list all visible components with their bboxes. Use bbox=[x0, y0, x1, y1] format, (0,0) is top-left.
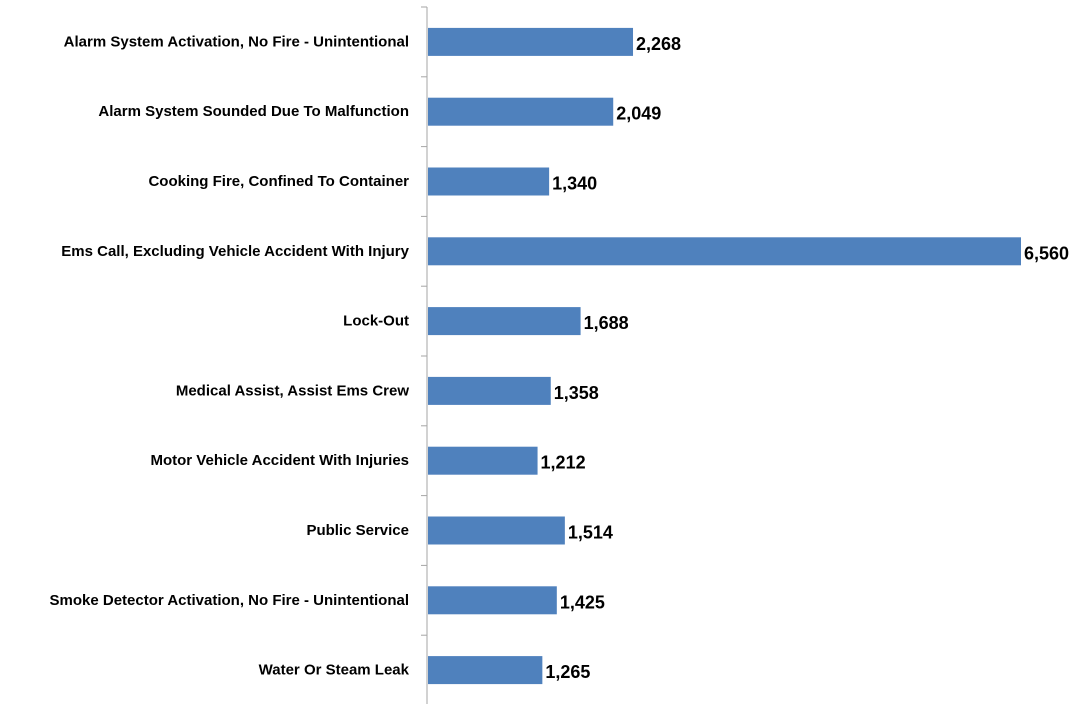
category-label: Water Or Steam Leak bbox=[259, 662, 410, 679]
category-label: Public Service bbox=[306, 522, 409, 539]
bar bbox=[428, 586, 557, 615]
category-label: Ems Call, Excluding Vehicle Accident Wit… bbox=[61, 243, 409, 260]
data-label: 1,358 bbox=[554, 383, 599, 403]
category-label: Alarm System Sounded Due To Malfunction bbox=[98, 103, 409, 120]
data-label: 1,514 bbox=[568, 523, 613, 543]
category-label: Smoke Detector Activation, No Fire - Uni… bbox=[50, 592, 410, 609]
bar bbox=[428, 516, 565, 545]
data-label: 1,340 bbox=[552, 174, 597, 194]
category-label: Motor Vehicle Accident With Injuries bbox=[150, 452, 409, 469]
bar bbox=[428, 237, 1021, 266]
bar bbox=[428, 97, 614, 126]
bar bbox=[428, 307, 581, 336]
data-label: 1,425 bbox=[560, 592, 605, 612]
data-label: 2,049 bbox=[616, 104, 661, 124]
data-label: 1,212 bbox=[541, 453, 586, 473]
bar bbox=[428, 376, 551, 405]
data-label: 1,688 bbox=[584, 313, 629, 333]
data-label: 6,560 bbox=[1024, 243, 1069, 263]
bar bbox=[428, 167, 550, 196]
data-label: 1,265 bbox=[545, 662, 590, 682]
category-label: Cooking Fire, Confined To Container bbox=[148, 173, 409, 190]
bar bbox=[428, 656, 543, 685]
data-label: 2,268 bbox=[636, 34, 681, 54]
bar bbox=[428, 446, 538, 475]
category-label: Lock-Out bbox=[343, 313, 409, 330]
bar bbox=[428, 27, 634, 56]
category-label: Alarm System Activation, No Fire - Unint… bbox=[64, 33, 409, 50]
category-label: Medical Assist, Assist Ems Crew bbox=[176, 382, 409, 399]
